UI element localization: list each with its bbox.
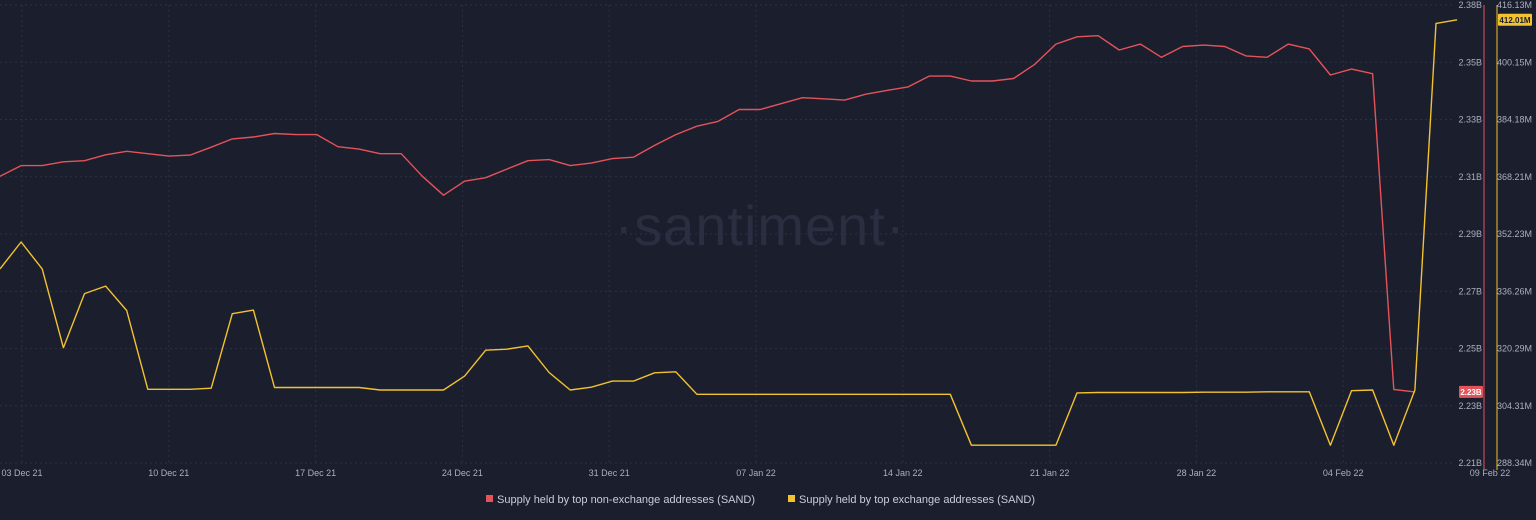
x-axis-tick: 28 Jan 22 bbox=[1177, 468, 1217, 478]
right-axis-tick: 416.13M bbox=[1497, 0, 1532, 10]
x-axis-tick: 17 Dec 21 bbox=[295, 468, 336, 478]
last-value-badge-non-exchange-bg bbox=[1459, 385, 1483, 398]
right-axis-tick: 288.34M bbox=[1497, 458, 1532, 468]
right-axis-tick: 400.15M bbox=[1497, 57, 1532, 67]
axes: 2.38B 416.13M 2.35B 400.15M 2.33B 384.18M 2.31… bbox=[1, 0, 1532, 478]
left-axis-tick: 2.21B bbox=[1458, 458, 1482, 468]
left-axis-tick: 2.25B bbox=[1458, 344, 1482, 354]
left-axis-tick: 2.35B bbox=[1458, 57, 1482, 67]
grid bbox=[0, 4, 1455, 464]
right-axis-tick: 336.26M bbox=[1497, 286, 1532, 296]
left-axis-tick: 2.33B bbox=[1458, 115, 1482, 125]
legend-swatch-non-exchange bbox=[486, 495, 493, 502]
left-axis-tick: 2.31B bbox=[1458, 172, 1482, 182]
x-axis-tick: 04 Feb 22 bbox=[1323, 468, 1364, 478]
right-axis-tick: 352.23M bbox=[1497, 229, 1532, 239]
last-value-badge-exchange-bg bbox=[1498, 13, 1532, 26]
series-line-non_exchange bbox=[0, 35, 1415, 393]
left-axis-tick: 2.29B bbox=[1458, 229, 1482, 239]
left-axis-tick: 2.23B bbox=[1458, 401, 1482, 411]
x-axis-tick: 24 Dec 21 bbox=[442, 468, 483, 478]
legend-label-non-exchange: Supply held by top non-exchange addresse… bbox=[497, 494, 755, 506]
plot-lines bbox=[0, 19, 1458, 446]
x-axis-tick: 31 Dec 21 bbox=[589, 468, 630, 478]
left-axis-tick: 2.27B bbox=[1458, 286, 1482, 296]
value-badges: 2.23B 412.01M bbox=[1459, 13, 1532, 398]
left-axis-tick: 2.38B bbox=[1458, 0, 1482, 10]
legend-swatch-exchange bbox=[788, 495, 795, 502]
x-axis-tick: 07 Jan 22 bbox=[736, 468, 776, 478]
right-axis-tick: 320.29M bbox=[1497, 344, 1532, 354]
right-axis-tick: 384.18M bbox=[1497, 115, 1532, 125]
x-axis-tick: 21 Jan 22 bbox=[1030, 468, 1070, 478]
x-axis-tick: 14 Jan 22 bbox=[883, 468, 923, 478]
watermark: ·santiment· bbox=[614, 194, 905, 257]
right-axis-tick: 304.31M bbox=[1497, 401, 1532, 411]
x-axis-tick: 10 Dec 21 bbox=[148, 468, 189, 478]
series-line-exchange bbox=[0, 19, 1458, 446]
legend-label-exchange: Supply held by top exchange addresses (S… bbox=[799, 494, 1035, 506]
x-axis-tick: 03 Dec 21 bbox=[1, 468, 42, 478]
right-axis-tick: 368.21M bbox=[1497, 172, 1532, 182]
x-axis-tick: 09 Feb 22 bbox=[1470, 468, 1511, 478]
last-value-badge-exchange: 412.01M bbox=[1499, 16, 1530, 25]
last-value-badge-non-exchange: 2.23B bbox=[1460, 388, 1482, 397]
legend: Supply held by top non-exchange addresse… bbox=[486, 494, 1035, 506]
